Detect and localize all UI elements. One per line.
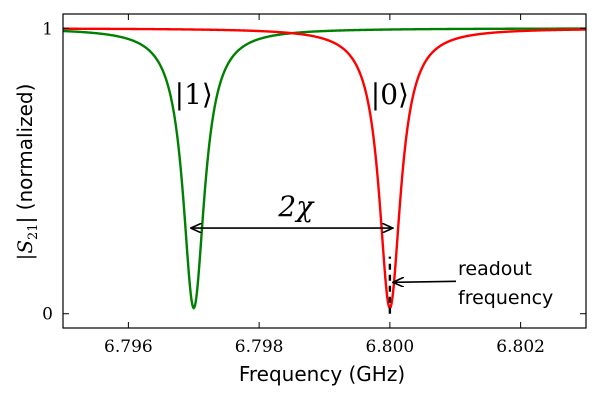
y-axis-title: |S21| (normalized) <box>13 84 41 261</box>
y-axis-title-sub: 21 <box>26 223 41 240</box>
x-tick-label: 6.800 <box>366 337 415 357</box>
curves-layer <box>62 27 587 310</box>
readout-label-line2: frequency <box>458 287 553 309</box>
y-axis-title-pre: |S <box>13 240 38 260</box>
series-label-state-1: |1⟩ <box>175 78 213 111</box>
y-axis-ticks: 01 <box>42 19 586 325</box>
x-axis-ticks: 6.796 6.798 6.800 6.802 <box>104 14 545 357</box>
readout-arrow <box>394 281 457 282</box>
y-axis-title-post: | (normalized) <box>13 84 37 224</box>
series-line-0 <box>62 27 586 310</box>
x-tick-label: 6.798 <box>235 337 284 357</box>
series-line-1 <box>63 27 587 310</box>
series-label-state-0: |0⟩ <box>371 78 409 111</box>
x-axis-title: Frequency (GHz) <box>239 362 405 386</box>
x-tick-label: 6.796 <box>104 337 153 357</box>
readout-label-line1: readout <box>458 258 532 280</box>
x-tick-label: 6.802 <box>496 337 545 357</box>
chi-label: 2χ <box>277 190 315 223</box>
plot-frame <box>62 13 587 329</box>
y-tick-label: 0 <box>42 305 53 325</box>
y-tick-label: 1 <box>42 19 53 39</box>
